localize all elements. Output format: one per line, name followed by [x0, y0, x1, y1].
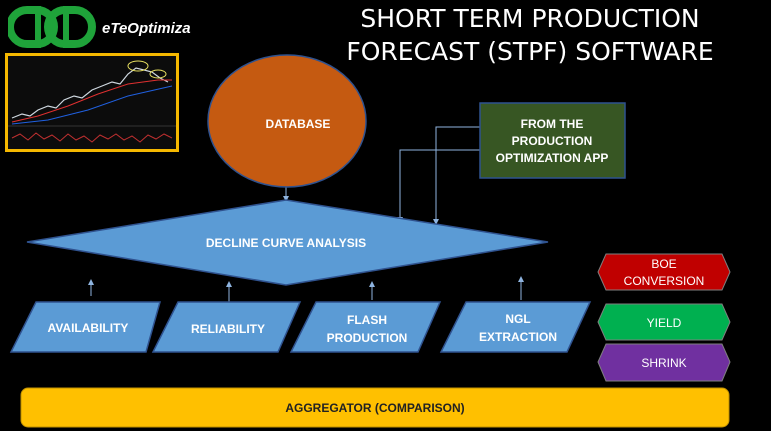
- ngl-label-line-1: NGL: [505, 312, 530, 326]
- shrink-label: SHRINK: [641, 356, 686, 370]
- app-label-line-3: OPTIMIZATION APP: [496, 151, 609, 165]
- database-node: DATABASE: [207, 54, 367, 188]
- app-source-node: FROM THE PRODUCTION OPTIMIZATION APP: [479, 102, 626, 179]
- app-to-decline-connector-b: [397, 149, 480, 223]
- app-to-decline-connector-a: [433, 126, 480, 225]
- chart-thumbnail-image: [5, 53, 179, 152]
- app-label-line-2: PRODUCTION: [512, 134, 593, 148]
- logo: [6, 4, 96, 50]
- yield-label: YIELD: [647, 316, 682, 330]
- database-label: DATABASE: [266, 117, 331, 131]
- ngl-extraction-node: NGL EXTRACTION: [439, 301, 592, 353]
- flash-label-line-1: FLASH: [347, 313, 387, 327]
- title-line-1: SHORT TERM PRODUCTION: [360, 4, 700, 33]
- infinity-logo-icon: [6, 6, 96, 48]
- connectors: [88, 126, 524, 302]
- reliability-node: RELIABILITY: [151, 301, 302, 353]
- ngl-label-line-2: EXTRACTION: [479, 330, 557, 344]
- aggregator-label: AGGREGATOR (COMPARISON): [285, 401, 464, 415]
- brand-name: eTeOptimiza: [102, 20, 191, 37]
- page-title: SHORT TERM PRODUCTION FORECAST (STPF) SO…: [300, 2, 760, 68]
- availability-label: AVAILABILITY: [48, 321, 129, 335]
- availability-node: AVAILABILITY: [9, 301, 161, 353]
- flash-production-node: FLASH PRODUCTION: [289, 301, 442, 353]
- aggregator-node: AGGREGATOR (COMPARISON): [20, 387, 730, 428]
- yield-node: YIELD: [597, 303, 731, 341]
- flash-label-line-2: PRODUCTION: [327, 331, 408, 345]
- decline-curve-label: DECLINE CURVE ANALYSIS: [206, 236, 366, 250]
- shrink-node: SHRINK: [597, 343, 731, 382]
- boe-conversion-node: BOE CONVERSION: [597, 253, 731, 291]
- stock-chart-picture: [8, 56, 176, 149]
- boe-label-line-2: CONVERSION: [624, 274, 705, 288]
- app-label-line-1: FROM THE: [521, 117, 584, 131]
- reliability-label: RELIABILITY: [191, 322, 265, 336]
- decline-curve-node: DECLINE CURVE ANALYSIS: [26, 199, 549, 286]
- boe-label-line-1: BOE: [651, 257, 676, 271]
- title-line-2: FORECAST (STPF) SOFTWARE: [346, 37, 714, 66]
